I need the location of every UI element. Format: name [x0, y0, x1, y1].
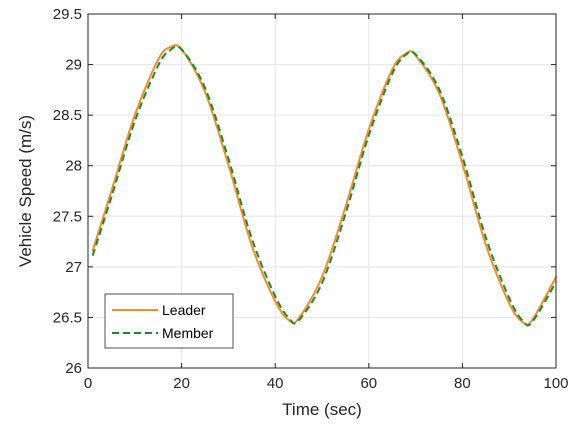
y-tick-label: 29: [65, 57, 82, 74]
plot-frame: [87, 13, 557, 369]
x-tick-label: 0: [84, 375, 92, 392]
x-tick-label: 20: [173, 375, 190, 392]
axis-ticks: [87, 13, 557, 369]
x-tick-label: 40: [267, 375, 284, 392]
legend-box: [104, 293, 234, 349]
y-tick-label: 27: [65, 259, 82, 276]
y-tick-label: 28: [65, 158, 82, 175]
legend-member-label: Member: [162, 325, 214, 341]
y-tick-label: 26: [65, 360, 82, 377]
legend-leader-label: Leader: [162, 302, 206, 318]
tick-labels: 0 20 40 60 80 100 26 26.5 27 27.5 28 28.5 29 29.5: [53, 6, 569, 392]
y-axis-label: Vehicle Speed (m/s): [16, 115, 35, 267]
series-lines: [91, 43, 557, 327]
x-tick-label: 100: [543, 375, 568, 392]
x-tick-label: 80: [454, 375, 471, 392]
series-line-leader: [91, 43, 557, 326]
legend: Leader Member: [104, 293, 234, 349]
x-axis-label: Time (sec): [282, 400, 362, 419]
x-tick-label: 60: [360, 375, 377, 392]
series-line-member: [91, 45, 557, 327]
y-tick-label: 27.5: [53, 208, 82, 225]
y-tick-label: 29.5: [53, 6, 82, 23]
y-tick-label: 26.5: [53, 309, 82, 326]
y-tick-label: 28.5: [53, 107, 82, 124]
